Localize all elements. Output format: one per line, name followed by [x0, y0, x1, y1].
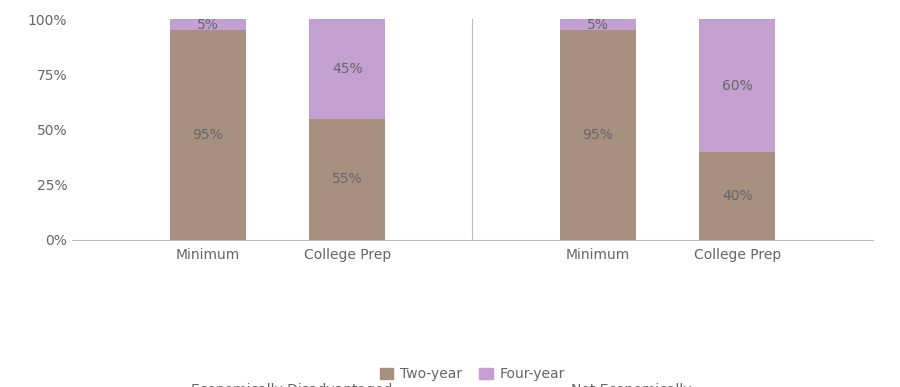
- Bar: [699, 19, 776, 152]
- Text: 40%: 40%: [722, 189, 752, 203]
- Text: 45%: 45%: [332, 62, 363, 76]
- Bar: [560, 19, 636, 31]
- Bar: [560, 31, 636, 240]
- Text: Economically Disadvantaged: Economically Disadvantaged: [191, 383, 392, 387]
- Text: 5%: 5%: [587, 18, 608, 32]
- Text: Not Economically
Disadvantaged: Not Economically Disadvantaged: [571, 383, 691, 387]
- Bar: [169, 31, 246, 240]
- Text: 5%: 5%: [197, 18, 219, 32]
- Legend: Two-year, Four-year: Two-year, Four-year: [374, 361, 571, 387]
- Text: 95%: 95%: [582, 128, 613, 142]
- Text: 55%: 55%: [332, 172, 363, 186]
- Text: 60%: 60%: [722, 79, 752, 92]
- Text: 95%: 95%: [193, 128, 223, 142]
- Bar: [309, 118, 385, 240]
- Bar: [699, 152, 776, 240]
- Bar: [309, 19, 385, 118]
- Bar: [169, 19, 246, 31]
